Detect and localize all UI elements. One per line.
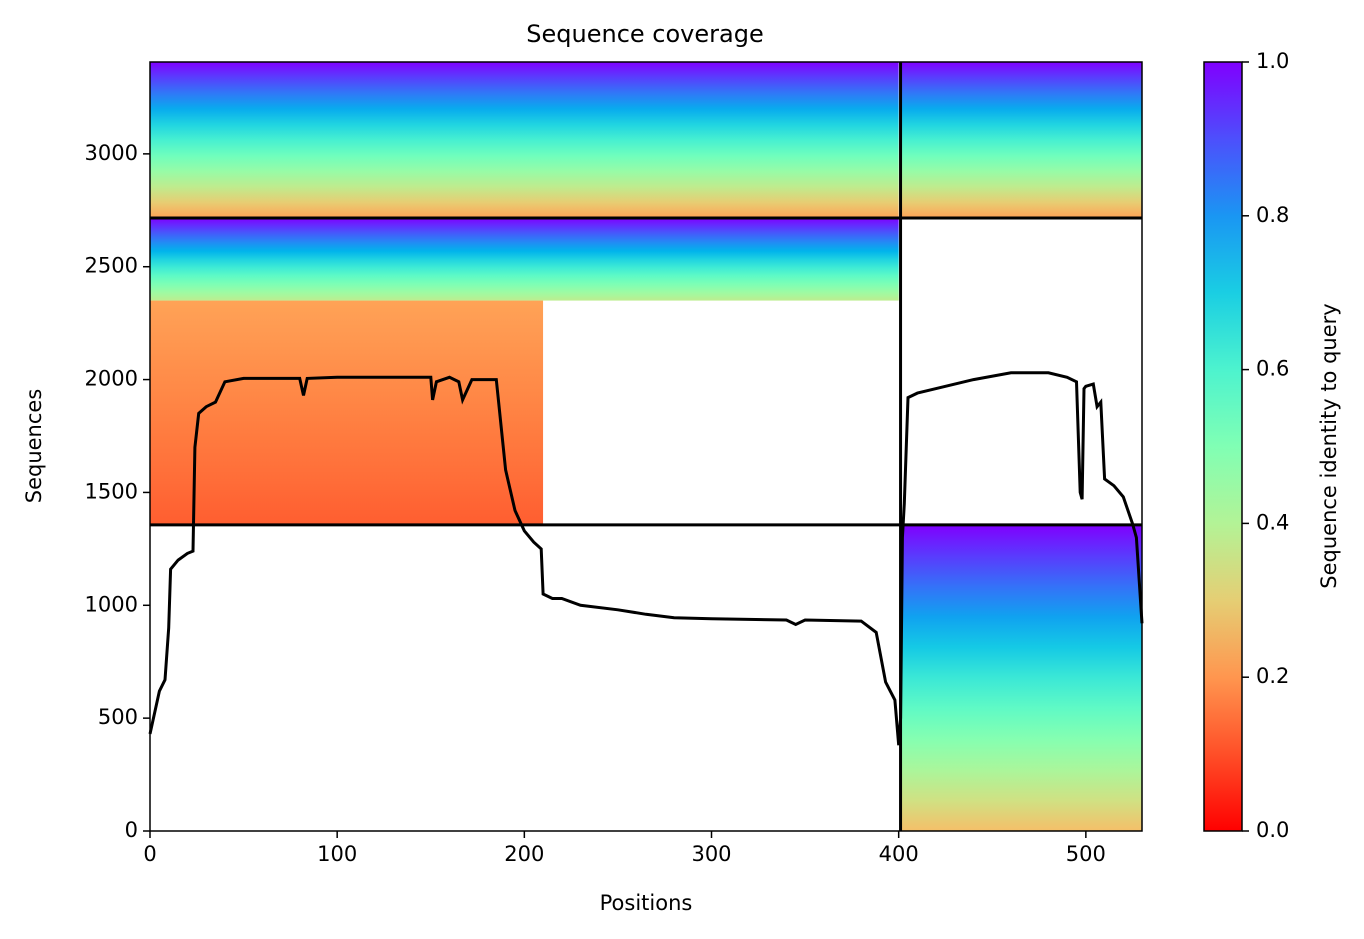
x-tick-label: 400 [879,842,919,866]
y-tick-label: 2500 [85,254,138,278]
coverage-block [150,62,899,218]
coverage-block [150,300,544,525]
colorbar-tick-label: 0.2 [1256,664,1289,688]
coverage-line [148,371,1144,746]
x-tick-label: 100 [317,842,357,866]
y-tick-label: 1500 [85,479,138,503]
colorbar-tick-label: 0.6 [1256,357,1289,381]
x-tick-label: 200 [504,842,544,866]
coverage-block [900,524,1142,831]
colorbar-tick-label: 0.8 [1256,203,1289,227]
x-tick-label: 0 [143,842,156,866]
y-tick-label: 500 [98,705,138,729]
y-tick-label: 3000 [85,141,138,165]
colorbar-tick-label: 0.0 [1256,818,1289,842]
y-tick-label: 1000 [85,592,138,616]
colorbar [1203,61,1243,832]
y-tick-label: 0 [125,818,138,842]
x-tick-label: 500 [1066,842,1106,866]
y-tick-label: 2000 [85,367,138,391]
plot-frame [149,61,1143,832]
colorbar-tick-label: 0.4 [1256,510,1289,534]
colorbar-tick-label: 1.0 [1256,49,1289,73]
x-axis-label: Positions [600,891,693,915]
coverage-block [150,217,899,301]
colorbar-label: Sequence identity to query [1317,303,1341,588]
coverage-block [900,62,1142,218]
chart-title: Sequence coverage [526,20,763,48]
y-axis-label: Sequences [22,389,46,504]
x-tick-label: 300 [691,842,731,866]
